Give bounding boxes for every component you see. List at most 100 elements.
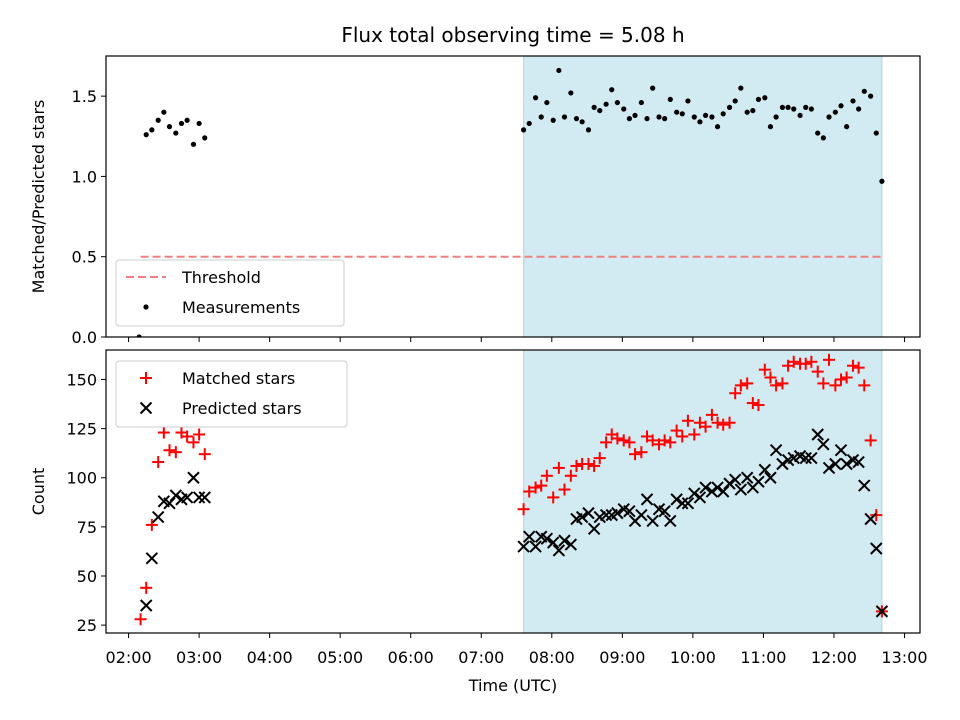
data-point xyxy=(149,127,155,133)
data-point-shape xyxy=(526,120,532,127)
data-point xyxy=(829,457,842,471)
data-point xyxy=(582,457,595,470)
data-point xyxy=(670,424,683,437)
data-point xyxy=(746,397,759,410)
data-point xyxy=(815,130,821,136)
data-point-shape xyxy=(136,334,142,337)
data-point-b xyxy=(552,544,566,557)
data-point-shape xyxy=(166,124,173,130)
data-point xyxy=(817,377,830,390)
data-point xyxy=(632,112,638,119)
data-point-b xyxy=(864,512,877,526)
data-point-shape xyxy=(832,109,838,115)
legend-label: Measurements xyxy=(182,298,300,317)
data-point-shape xyxy=(662,116,668,122)
data-point xyxy=(861,88,867,94)
data-point xyxy=(791,106,797,112)
data-point xyxy=(650,85,656,91)
data-point xyxy=(535,479,548,492)
y-tick-label: 0.5 xyxy=(72,248,97,267)
legend-label: Matched stars xyxy=(182,369,295,388)
data-point xyxy=(705,485,719,498)
data-point xyxy=(157,426,170,439)
y-axis-label: Count xyxy=(29,468,48,516)
x-tick-label: 07:00 xyxy=(458,648,504,667)
data-point-shape xyxy=(738,85,744,91)
x-tick-label: 05:00 xyxy=(317,648,363,667)
data-point-b xyxy=(558,534,571,547)
data-point xyxy=(838,103,844,109)
data-point-b xyxy=(799,451,812,465)
observing-span-highlight xyxy=(523,55,883,338)
data-point xyxy=(811,428,824,441)
data-point xyxy=(140,581,153,594)
data-point xyxy=(585,127,592,133)
data-point xyxy=(744,109,750,115)
data-point-shape xyxy=(785,104,791,110)
data-point-b xyxy=(198,491,211,504)
x-tick-label: 13:00 xyxy=(881,648,927,667)
data-point-shape xyxy=(591,104,597,110)
data-point-shape xyxy=(674,109,680,115)
data-point xyxy=(187,471,200,484)
data-point-shape xyxy=(626,116,632,122)
data-point xyxy=(579,119,585,125)
data-point xyxy=(681,497,695,510)
data-point-b xyxy=(681,497,695,510)
data-point xyxy=(699,420,712,433)
data-point xyxy=(145,518,158,531)
x-tick-label: 10:00 xyxy=(670,648,716,667)
data-point-b xyxy=(805,451,818,465)
data-point xyxy=(568,90,574,96)
data-point-b xyxy=(846,453,860,467)
data-point xyxy=(573,116,580,122)
data-point xyxy=(180,491,194,504)
x-axis: 02:00 03:00 04:00 05:00 06:00 07:00 08:00 09:00… xyxy=(106,648,928,667)
data-point xyxy=(152,456,165,469)
data-point-shape xyxy=(873,130,879,136)
data-point xyxy=(732,98,738,104)
data-point xyxy=(139,599,153,612)
data-point xyxy=(638,99,644,106)
data-point xyxy=(797,112,803,119)
data-point-b xyxy=(582,506,595,520)
data-point xyxy=(136,334,142,337)
data-point xyxy=(879,178,885,184)
legend-box xyxy=(115,360,348,428)
data-point-shape xyxy=(685,98,691,104)
data-point xyxy=(716,485,730,498)
data-point xyxy=(868,93,874,99)
data-point-b xyxy=(870,542,883,555)
data-point-shape xyxy=(196,120,202,127)
data-point-b xyxy=(169,489,183,502)
data-point-shape xyxy=(726,104,733,110)
data-point-b xyxy=(817,438,830,451)
data-point-b xyxy=(693,491,707,504)
data-point xyxy=(621,106,627,112)
data-point-shape xyxy=(709,114,715,120)
data-point xyxy=(552,461,565,474)
data-point-shape xyxy=(155,117,161,123)
data-point xyxy=(779,104,786,110)
data-point-b xyxy=(658,504,671,518)
data-point xyxy=(808,106,814,112)
data-point-shape xyxy=(732,98,738,104)
data-point xyxy=(799,451,812,465)
data-point xyxy=(852,455,865,469)
data-point xyxy=(611,506,624,520)
data-point xyxy=(656,114,662,120)
data-point-shape xyxy=(568,90,574,96)
data-point-shape xyxy=(868,93,874,99)
data-point-b xyxy=(180,491,194,504)
data-point-shape xyxy=(879,178,885,184)
data-point-shape xyxy=(691,114,697,120)
data-point-b xyxy=(716,485,730,498)
data-point xyxy=(517,540,530,553)
data-point-b xyxy=(546,536,560,549)
data-point-b xyxy=(611,506,624,520)
data-point xyxy=(762,95,768,101)
data-point-b xyxy=(187,471,200,484)
data-point-shape xyxy=(826,114,832,120)
data-point xyxy=(169,489,183,502)
